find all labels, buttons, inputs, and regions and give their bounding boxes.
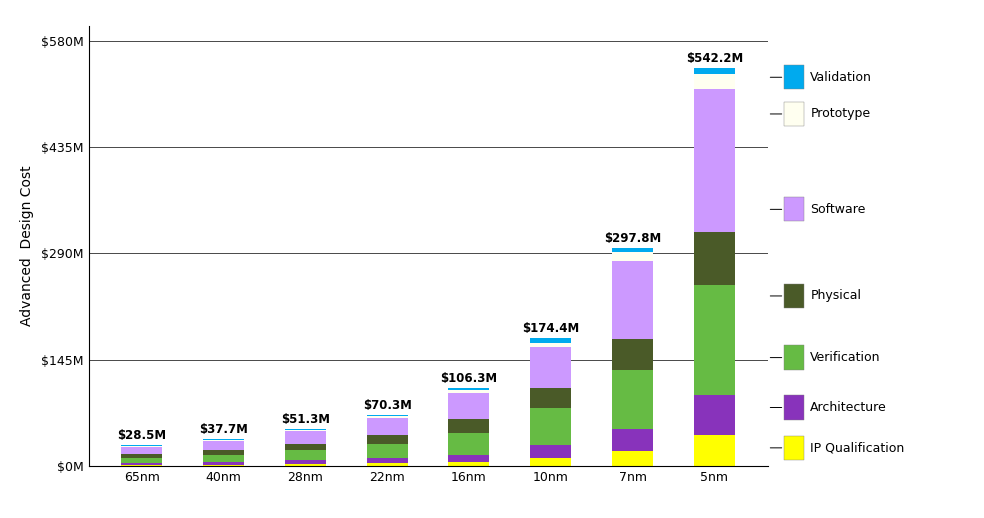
- Bar: [367, 443, 407, 458]
- Bar: [203, 440, 244, 441]
- Bar: [612, 451, 653, 466]
- Bar: [367, 464, 407, 466]
- FancyBboxPatch shape: [784, 65, 804, 90]
- Text: Validation: Validation: [810, 71, 872, 84]
- Bar: [612, 262, 653, 339]
- Bar: [203, 439, 244, 440]
- Bar: [121, 445, 162, 447]
- FancyBboxPatch shape: [784, 284, 804, 308]
- Bar: [612, 339, 653, 370]
- Bar: [285, 431, 326, 443]
- Text: $174.4M: $174.4M: [523, 322, 580, 335]
- Bar: [121, 448, 162, 454]
- Bar: [530, 408, 571, 445]
- Text: Physical: Physical: [810, 290, 861, 303]
- Bar: [203, 465, 244, 466]
- Bar: [694, 395, 735, 435]
- Bar: [449, 462, 489, 466]
- Bar: [285, 430, 326, 431]
- Bar: [530, 388, 571, 408]
- Bar: [285, 464, 326, 466]
- Bar: [121, 447, 162, 448]
- Text: $28.5M: $28.5M: [117, 429, 166, 442]
- Bar: [203, 462, 244, 465]
- Bar: [121, 465, 162, 466]
- Bar: [694, 89, 735, 232]
- Text: $51.3M: $51.3M: [280, 413, 330, 426]
- Bar: [203, 455, 244, 462]
- Bar: [367, 416, 407, 418]
- Bar: [449, 388, 489, 390]
- Bar: [694, 68, 735, 74]
- Bar: [285, 443, 326, 450]
- Bar: [612, 252, 653, 262]
- Text: $542.2M: $542.2M: [686, 52, 743, 65]
- FancyBboxPatch shape: [784, 436, 804, 460]
- Bar: [367, 458, 407, 464]
- Bar: [121, 463, 162, 465]
- Text: $106.3M: $106.3M: [441, 372, 498, 385]
- Text: Verification: Verification: [810, 351, 881, 364]
- Bar: [449, 419, 489, 433]
- Bar: [530, 445, 571, 458]
- Bar: [449, 433, 489, 455]
- Bar: [530, 338, 571, 342]
- FancyBboxPatch shape: [784, 346, 804, 370]
- FancyBboxPatch shape: [784, 102, 804, 126]
- Bar: [121, 458, 162, 463]
- Bar: [530, 458, 571, 466]
- Bar: [449, 455, 489, 462]
- Text: $37.7M: $37.7M: [199, 423, 248, 436]
- Bar: [694, 285, 735, 395]
- FancyBboxPatch shape: [784, 197, 804, 222]
- Bar: [367, 435, 407, 443]
- Bar: [203, 441, 244, 450]
- Bar: [285, 428, 326, 430]
- Bar: [694, 232, 735, 285]
- Text: $297.8M: $297.8M: [604, 232, 661, 244]
- Bar: [285, 450, 326, 461]
- Bar: [367, 418, 407, 435]
- Bar: [612, 248, 653, 252]
- FancyBboxPatch shape: [784, 395, 804, 420]
- Bar: [530, 348, 571, 388]
- Bar: [203, 450, 244, 455]
- Bar: [449, 390, 489, 393]
- Bar: [530, 342, 571, 348]
- Text: Software: Software: [810, 203, 866, 216]
- Bar: [694, 435, 735, 466]
- Text: $70.3M: $70.3M: [363, 399, 411, 412]
- Bar: [449, 393, 489, 419]
- Text: IP Qualification: IP Qualification: [810, 441, 904, 454]
- Bar: [612, 370, 653, 429]
- Text: Architecture: Architecture: [810, 401, 887, 414]
- Y-axis label: Advanced  Design Cost: Advanced Design Cost: [20, 166, 34, 326]
- Bar: [285, 461, 326, 464]
- Bar: [694, 74, 735, 89]
- Bar: [367, 414, 407, 416]
- Bar: [612, 429, 653, 451]
- Bar: [121, 454, 162, 458]
- Text: Prototype: Prototype: [810, 107, 871, 121]
